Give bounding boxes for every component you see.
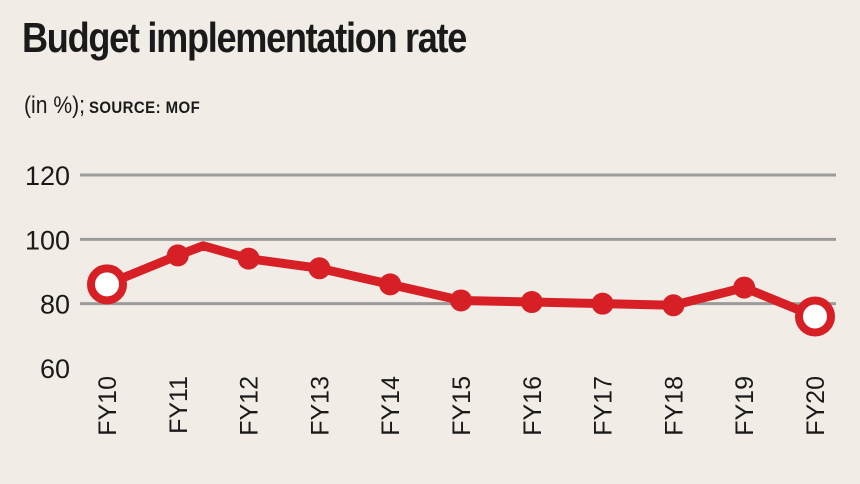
x-tick-label-FY15: FY15 — [448, 376, 476, 436]
x-tick-label-FY16: FY16 — [519, 376, 547, 436]
data-point-FY15 — [450, 289, 472, 312]
y-tick-label-80: 80 — [40, 290, 70, 320]
x-tick-label-FY18: FY18 — [660, 376, 688, 436]
data-point-FY19 — [733, 276, 756, 299]
y-tick-label-60: 60 — [40, 354, 70, 384]
data-point-FY17 — [591, 292, 614, 315]
x-tick-label-FY13: FY13 — [306, 376, 334, 436]
y-tick-label-100: 100 — [25, 225, 70, 255]
x-tick-label-FY10: FY10 — [94, 376, 122, 436]
points-layer — [87, 244, 835, 337]
subtitle-source: SOURCE: MOF — [88, 98, 201, 117]
y-tick-label-120: 120 — [25, 161, 70, 191]
series-line — [102, 241, 820, 322]
data-point-FY18 — [662, 294, 685, 317]
x-tick-label-FY12: FY12 — [236, 376, 264, 436]
y-axis: 60 80 100 120 — [25, 161, 70, 384]
x-axis: FY10 FY11 FY12 FY13 FY14 FY15 FY16 FY17 FY18 FY19… — [94, 376, 830, 436]
x-tick-label-FY20: FY20 — [802, 376, 830, 436]
series-layer — [102, 241, 820, 322]
x-tick-label-FY19: FY19 — [731, 376, 759, 436]
data-point-FY10 — [87, 264, 127, 305]
chart-subtitle: (in %); SOURCE: MOF — [24, 92, 200, 120]
data-point-FY14 — [379, 273, 402, 296]
data-point-FY13 — [308, 257, 331, 280]
x-tick-label-FY17: FY17 — [590, 376, 618, 436]
data-point-FY12 — [237, 247, 260, 270]
x-tick-label-FY11: FY11 — [165, 376, 193, 434]
data-point-FY11 — [166, 244, 189, 267]
chart-title: Budget implementation rate — [22, 14, 467, 61]
data-point-FY16 — [520, 291, 543, 314]
subtitle-unit: (in %); — [24, 92, 86, 119]
grid-layer — [80, 173, 836, 306]
x-tick-label-FY14: FY14 — [377, 376, 405, 436]
data-point-FY20 — [795, 296, 835, 337]
